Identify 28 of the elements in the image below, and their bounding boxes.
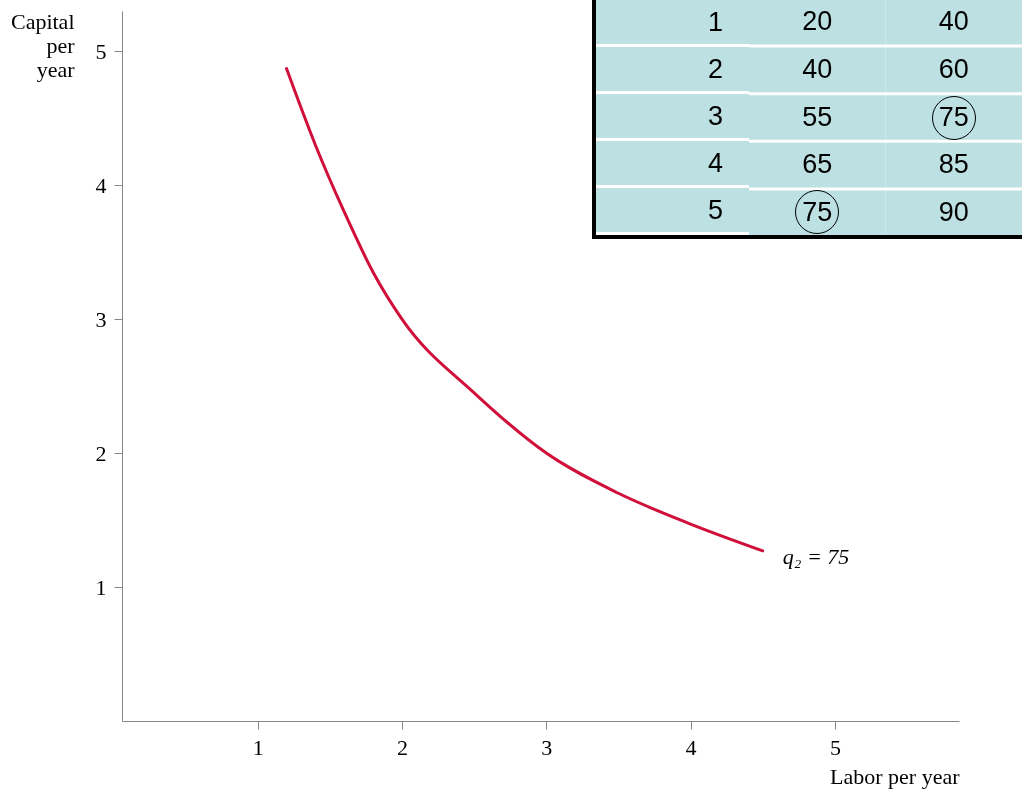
- y-tick-label: 5: [95, 38, 107, 64]
- y-tick-label: 4: [706, 147, 724, 180]
- data-label: 40: [802, 53, 833, 84]
- annotation: q₂ = 75: [782, 543, 850, 569]
- y-axis-title: Capital per year: [10, 8, 76, 82]
- x-axis-title: Labor per year: [830, 763, 961, 789]
- y-tick-label: 1: [706, 6, 724, 39]
- data-label: 85: [938, 149, 969, 180]
- y-tick-label: 3: [95, 306, 107, 332]
- y-tick-label: 5: [706, 194, 724, 227]
- x-tick-label: 3: [541, 734, 553, 760]
- data-label: 40: [938, 6, 969, 37]
- data-label: 75: [802, 196, 833, 227]
- x-tick-label: 1: [252, 734, 264, 760]
- x-tick-label: 2: [396, 734, 408, 760]
- data-label: 60: [938, 53, 969, 84]
- y-tick-label: 2: [95, 440, 107, 466]
- y-tick-label: 3: [706, 100, 724, 133]
- data-label: 65: [802, 149, 833, 180]
- data-label: 20: [802, 6, 833, 37]
- data-label: 55: [802, 101, 833, 132]
- y-tick-label: 4: [95, 172, 107, 198]
- y-tick-label: 1: [95, 574, 107, 600]
- data-label: 90: [938, 196, 969, 227]
- x-tick-label: 4: [685, 734, 697, 760]
- x-tick-label: 5: [829, 734, 841, 760]
- data-label: 75: [938, 101, 969, 132]
- y-tick-label: 2: [706, 53, 724, 86]
